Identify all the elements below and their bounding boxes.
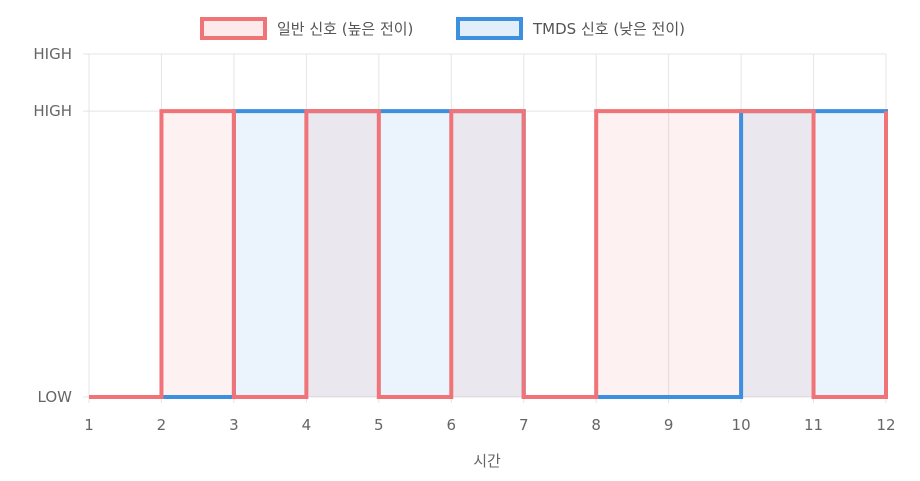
x-axis-title: 시간: [473, 452, 501, 470]
x-tick-label: 4: [302, 416, 312, 434]
legend-swatch: [456, 17, 523, 40]
x-tick-label: 12: [876, 416, 895, 434]
x-tick-label: 7: [519, 416, 529, 434]
x-axis-ticks: 1 2 3 4 5 6 7 8 9 10 11 12: [84, 416, 895, 434]
x-tick-label: 3: [229, 416, 239, 434]
series-area-1: [89, 111, 886, 398]
x-tick-label: 11: [804, 416, 823, 434]
series-areas: [89, 111, 886, 398]
y-tick-label: HIGH: [33, 102, 72, 120]
x-tick-label: 9: [664, 416, 674, 434]
x-tick-label: 6: [446, 416, 456, 434]
x-tick-label: 8: [591, 416, 601, 434]
legend-swatch: [200, 17, 267, 40]
y-axis-ticks: LOW HIGH HIGH: [33, 45, 72, 406]
x-tick-label: 2: [157, 416, 167, 434]
legend-label: TMDS 신호 (낮은 전이): [532, 20, 685, 38]
y-tick-label: HIGH: [33, 45, 72, 63]
x-tick-label: 5: [374, 416, 384, 434]
y-tick-label: LOW: [38, 388, 73, 406]
series-lines: [89, 109, 888, 399]
legend-item-1[interactable]: TMDS 신호 (낮은 전이): [456, 17, 685, 40]
legend-item-0[interactable]: 일반 신호 (높은 전이): [200, 17, 413, 40]
legend-label: 일반 신호 (높은 전이): [277, 20, 413, 38]
legend[interactable]: 일반 신호 (높은 전이) TMDS 신호 (낮은 전이): [200, 17, 685, 40]
x-tick-label: 10: [732, 416, 751, 434]
series-area-0: [89, 111, 886, 398]
x-tick-label: 1: [84, 416, 94, 434]
series-line-0[interactable]: [89, 109, 888, 399]
